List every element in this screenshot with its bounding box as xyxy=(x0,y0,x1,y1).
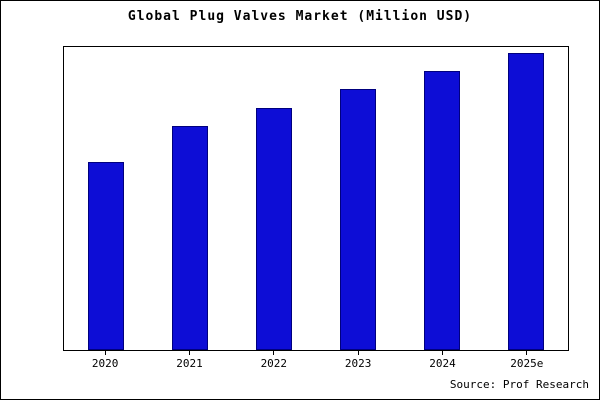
x-tick-2023: 2023 xyxy=(340,351,376,370)
x-tick-label: 2025e xyxy=(510,357,544,370)
source-attribution: Source: Prof Research xyxy=(449,378,589,391)
x-tick-label: 2021 xyxy=(176,357,203,370)
x-tick-label: 2020 xyxy=(91,357,119,370)
tick-mark xyxy=(188,351,190,355)
bar-2022 xyxy=(256,107,292,350)
x-tick-2025e: 2025e xyxy=(509,351,545,370)
bar-2021 xyxy=(172,125,208,350)
tick-mark xyxy=(357,351,359,355)
bar-2025e xyxy=(508,53,544,350)
x-tick-2022: 2022 xyxy=(256,351,292,370)
x-tick-label: 2023 xyxy=(344,357,372,370)
plot-area xyxy=(63,46,569,351)
tick-mark xyxy=(441,351,443,355)
tick-mark xyxy=(273,351,275,355)
x-tick-2021: 2021 xyxy=(171,351,207,370)
x-tick-label: 2024 xyxy=(429,357,456,370)
bar-2020 xyxy=(88,162,124,350)
chart-title: Global Plug Valves Market (Million USD) xyxy=(127,9,473,24)
tick-mark xyxy=(526,351,528,355)
bar-2024 xyxy=(424,71,460,350)
x-tick-2024: 2024 xyxy=(424,351,460,370)
tick-mark xyxy=(104,351,106,355)
x-tick-2020: 2020 xyxy=(87,351,123,370)
x-axis-labels: 2020 2021 2022 2023 2024 2025e xyxy=(63,351,569,370)
x-tick-label: 2022 xyxy=(260,357,288,370)
bar-2023 xyxy=(340,89,376,350)
